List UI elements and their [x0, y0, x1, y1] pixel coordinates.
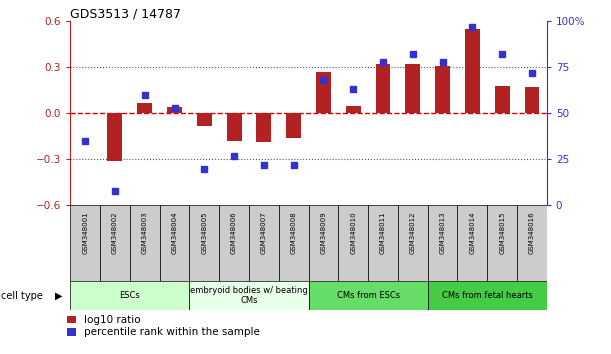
Bar [376, 64, 390, 113]
Bar [189, 281, 309, 310]
Text: GSM348007: GSM348007 [261, 211, 267, 254]
Text: GSM348012: GSM348012 [410, 211, 416, 254]
Text: cell type: cell type [1, 291, 43, 301]
Bar [167, 107, 182, 113]
Text: CMs from ESCs: CMs from ESCs [337, 291, 400, 300]
Bar [517, 205, 547, 281]
Text: GSM348003: GSM348003 [142, 211, 148, 254]
Bar [197, 113, 212, 126]
Text: GSM348010: GSM348010 [350, 211, 356, 254]
Bar [428, 205, 458, 281]
Bar [428, 281, 547, 310]
Text: GDS3513 / 14787: GDS3513 / 14787 [70, 7, 181, 20]
Bar [100, 205, 130, 281]
Bar [189, 205, 219, 281]
Bar [316, 72, 331, 113]
Bar [137, 103, 152, 113]
Text: GSM348004: GSM348004 [172, 211, 178, 254]
Bar [346, 105, 360, 113]
Bar [368, 205, 398, 281]
Text: embryoid bodies w/ beating
CMs: embryoid bodies w/ beating CMs [190, 286, 308, 305]
Bar [465, 29, 480, 113]
Bar [70, 205, 100, 281]
Bar [524, 87, 540, 113]
Bar [249, 205, 279, 281]
Bar [130, 205, 159, 281]
Text: GSM348016: GSM348016 [529, 211, 535, 254]
Bar [219, 205, 249, 281]
Text: GSM348011: GSM348011 [380, 211, 386, 254]
Text: ESCs: ESCs [120, 291, 140, 300]
Bar [458, 205, 488, 281]
Bar [338, 205, 368, 281]
Bar [159, 205, 189, 281]
Bar [405, 64, 420, 113]
Text: GSM348009: GSM348009 [320, 211, 326, 254]
Bar [495, 86, 510, 113]
Bar [108, 113, 122, 161]
Text: GSM348008: GSM348008 [291, 211, 297, 254]
Bar [309, 205, 338, 281]
Legend: log10 ratio, percentile rank within the sample: log10 ratio, percentile rank within the … [67, 314, 261, 338]
Text: GSM348002: GSM348002 [112, 211, 118, 254]
Text: CMs from fetal hearts: CMs from fetal hearts [442, 291, 533, 300]
Text: GSM348005: GSM348005 [201, 211, 207, 254]
Bar [279, 205, 309, 281]
Text: GSM348001: GSM348001 [82, 211, 88, 254]
Bar [398, 205, 428, 281]
Text: GSM348015: GSM348015 [499, 211, 505, 254]
Text: GSM348006: GSM348006 [231, 211, 237, 254]
Bar [286, 113, 301, 138]
Text: ▶: ▶ [55, 291, 62, 301]
Bar [488, 205, 517, 281]
Bar [227, 113, 241, 141]
Bar [257, 113, 271, 142]
Bar [435, 66, 450, 113]
Bar [70, 281, 189, 310]
Bar [309, 281, 428, 310]
Text: GSM348014: GSM348014 [469, 211, 475, 254]
Text: GSM348013: GSM348013 [439, 211, 445, 254]
